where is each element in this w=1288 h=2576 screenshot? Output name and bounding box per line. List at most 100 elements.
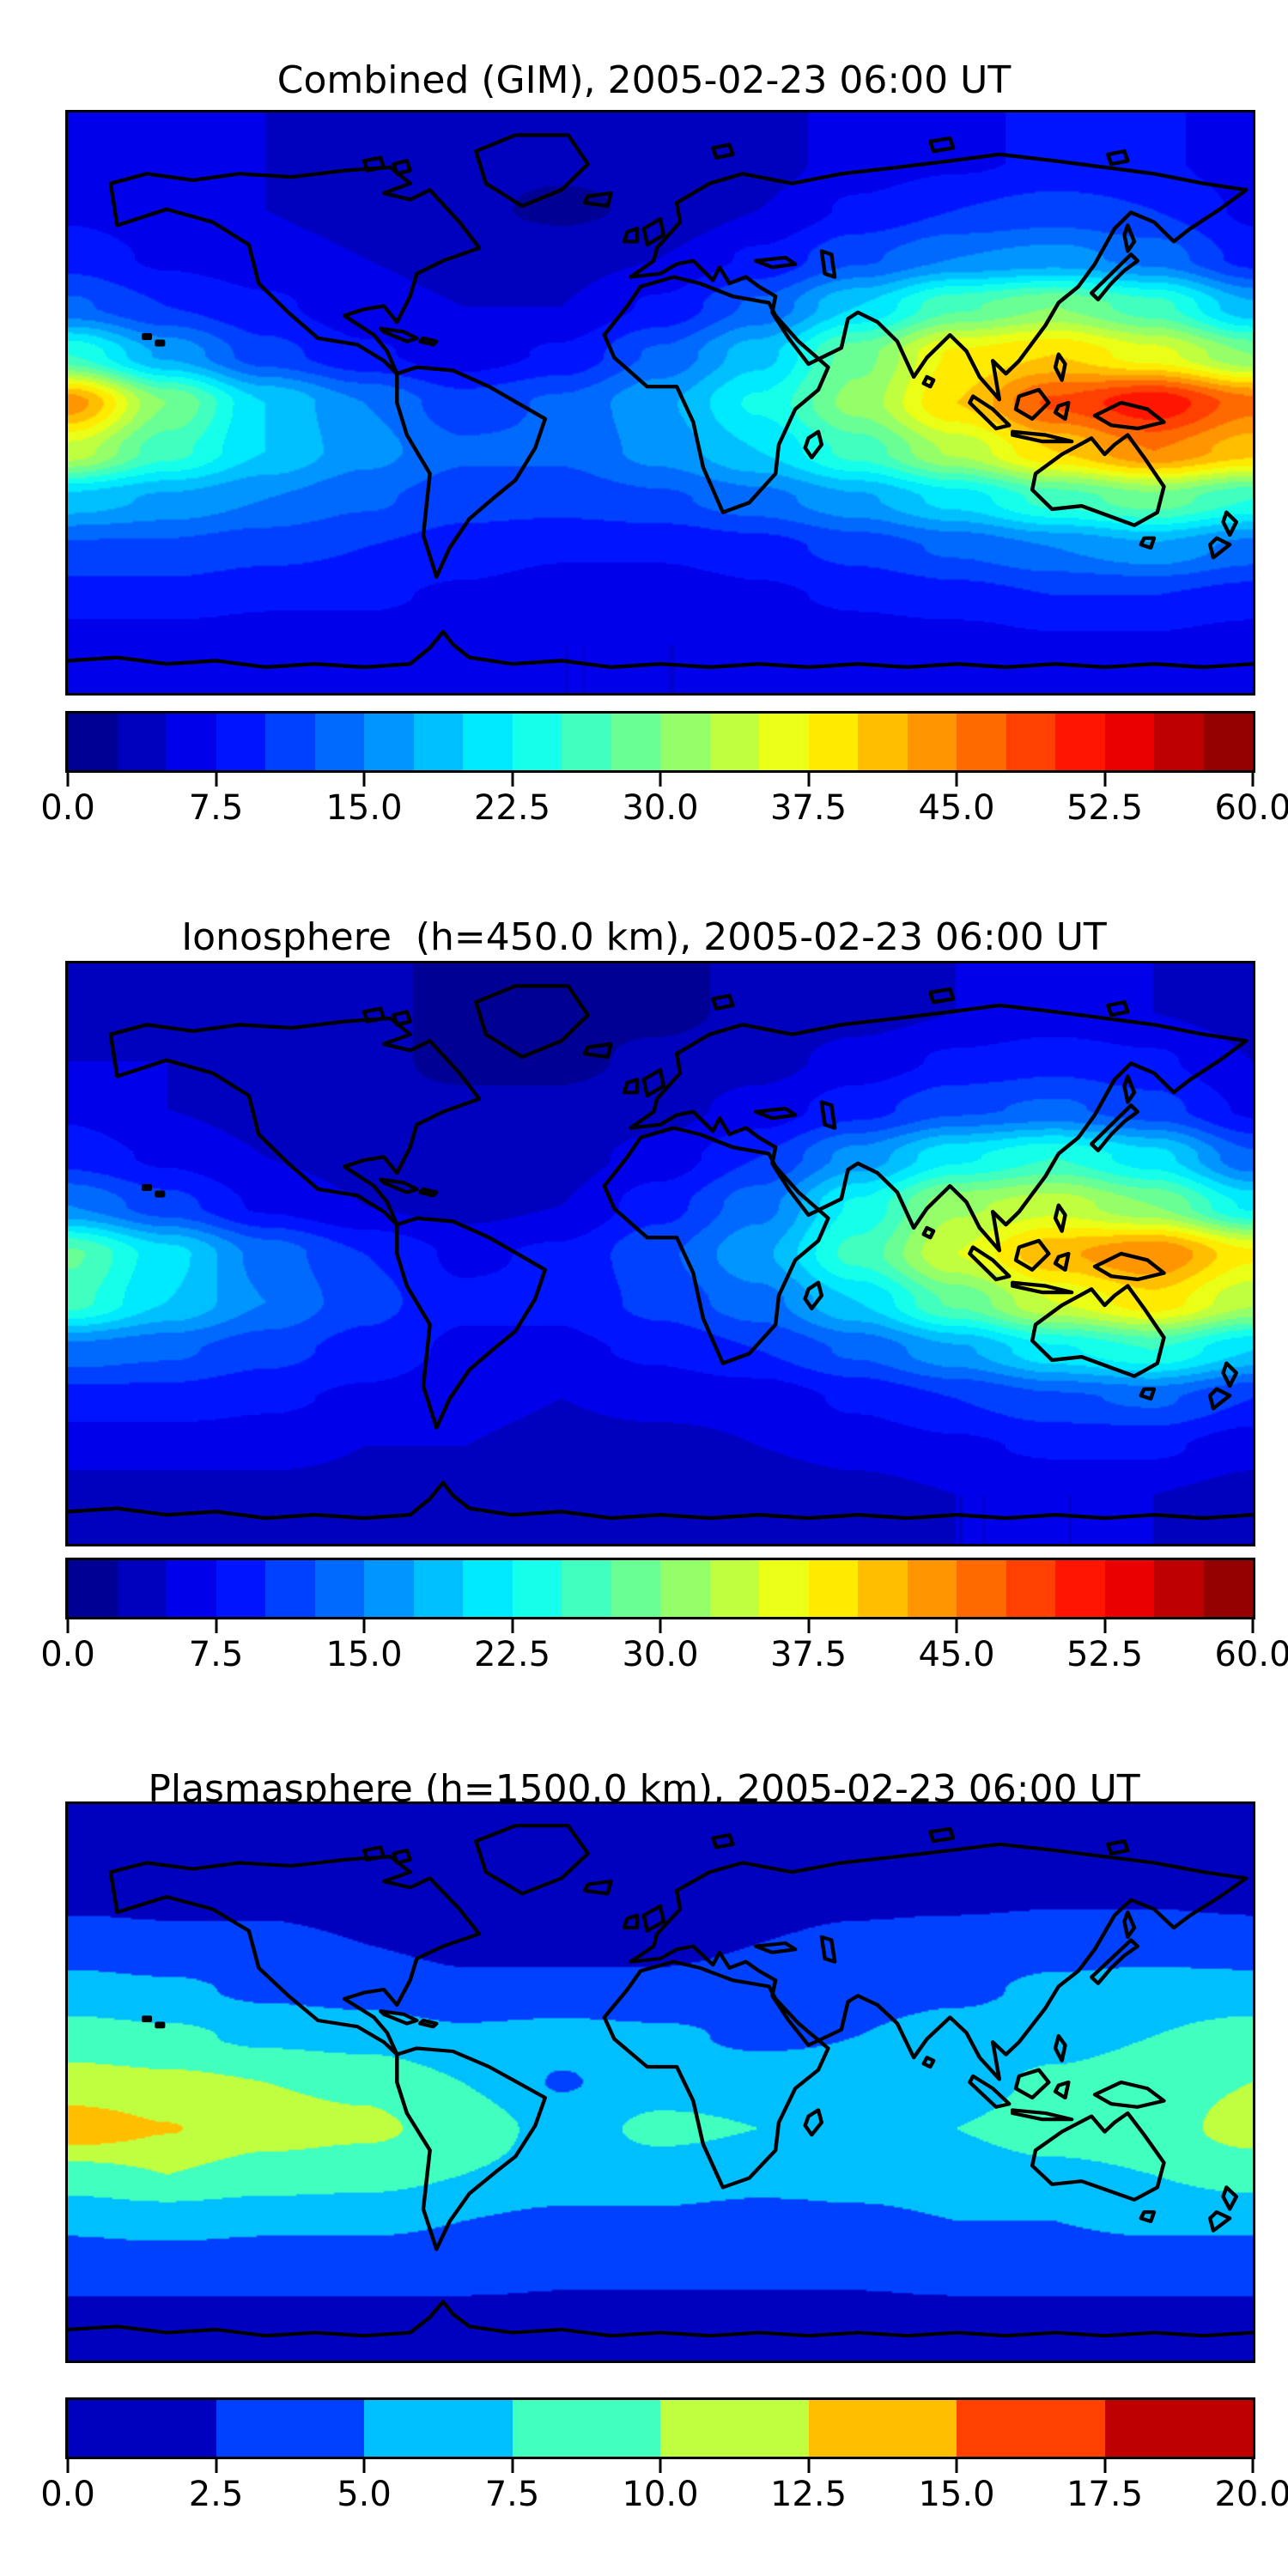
- coastlines-overlay-combined: [68, 133, 1253, 670]
- colorbar-tick-label: 30.0: [622, 1635, 699, 1674]
- colorbar-tick-label: 52.5: [1066, 1635, 1144, 1674]
- coastline-path: [392, 1010, 412, 1027]
- colorbar-tick-label: 5.0: [337, 2475, 392, 2514]
- colorbar-tick-mark: [362, 2459, 366, 2473]
- colorbar-tick-label: 45.0: [918, 788, 995, 828]
- tec-field-canvas-plasmasphere: [68, 1804, 1253, 2360]
- coastline-path: [1139, 1387, 1157, 1401]
- coastline-path: [68, 629, 1253, 670]
- coastline-path: [753, 255, 798, 270]
- coastline-path: [921, 374, 936, 389]
- coastline-path: [602, 1126, 830, 1365]
- colorbar-tick-mark: [659, 2459, 662, 2473]
- coastline-path: [622, 1078, 640, 1095]
- coastline-path: [1013, 387, 1051, 421]
- colorbar-tick-mark: [66, 773, 70, 787]
- colorbar-tick-mark: [807, 1619, 810, 1633]
- colorbar-tick-label: 17.5: [1066, 2475, 1144, 2514]
- colorbar-segment: [1055, 714, 1105, 770]
- colorbar-segment: [562, 1560, 611, 1617]
- coastline-path: [378, 1177, 419, 1194]
- coastline-path: [1089, 1938, 1140, 1985]
- colorbar-tick-mark: [955, 1619, 958, 1633]
- colorbar-ticks-ionosphere: [66, 1619, 1255, 1633]
- coastline-path: [803, 2108, 824, 2137]
- coastline-path: [1030, 2111, 1166, 2202]
- colorbar-segment: [216, 2400, 364, 2457]
- coastline-path: [629, 1842, 1249, 2081]
- coastline-path: [474, 133, 590, 209]
- coastline-path: [629, 1003, 1249, 1253]
- coastline-path: [1053, 352, 1067, 382]
- colorbar-tick-label: 0.0: [40, 788, 95, 828]
- colorbar-segment: [957, 714, 1006, 770]
- coastline-path: [819, 249, 837, 279]
- colorbar-segment: [808, 1560, 858, 1617]
- colorbar-segment: [364, 1560, 414, 1617]
- colorbar-segment: [68, 2400, 216, 2457]
- coastlines-overlay-plasmasphere: [68, 1824, 1253, 2338]
- coastline-path: [361, 155, 386, 173]
- colorbar-tick-mark: [1251, 1619, 1255, 1633]
- colorbar-plasmasphere: [65, 2397, 1255, 2459]
- coastline-path: [1089, 252, 1140, 301]
- colorbar-tick-mark: [955, 2459, 958, 2473]
- coastline-path: [68, 2300, 1253, 2338]
- coastline-path: [155, 339, 166, 347]
- colorbar-segment: [1005, 714, 1055, 770]
- colorbar-tick-label: 45.0: [918, 1635, 995, 1674]
- coastline-path: [378, 2009, 419, 2026]
- coastline-path: [1053, 2033, 1067, 2063]
- colorbar-tick-label: 37.5: [769, 788, 848, 828]
- coastline-path: [819, 1100, 837, 1130]
- coastline-path: [1207, 2210, 1232, 2233]
- coastline-path: [1122, 1074, 1137, 1104]
- colorbar-ticks-combined: [66, 773, 1255, 787]
- coastline-path: [753, 1941, 798, 1954]
- colorbar-tick-label: 20.0: [1214, 2475, 1288, 2514]
- coastline-path: [68, 1480, 1253, 1521]
- coastline-path: [155, 1190, 166, 1198]
- coastline-path: [155, 2021, 166, 2029]
- colorbar-tick-label: 60.0: [1214, 1635, 1288, 1674]
- colorbar-segment: [216, 714, 265, 770]
- colorbar-segment: [68, 1560, 118, 1617]
- coastline-path: [417, 336, 439, 347]
- colorbar-tick-label: 15.0: [325, 788, 403, 828]
- colorbar-segment: [1005, 1560, 1055, 1617]
- coastline-path: [629, 152, 1249, 402]
- coastline-path: [711, 143, 735, 160]
- coastline-path: [1207, 536, 1232, 560]
- colorbar-tick-label: 60.0: [1214, 788, 1288, 828]
- colorbar-segment: [265, 714, 315, 770]
- colorbar-segment: [1154, 1560, 1204, 1617]
- coastline-path: [1010, 2108, 1074, 2122]
- colorbar-tick-mark: [215, 773, 217, 787]
- colorbar-segment: [314, 1560, 364, 1617]
- coastline-path: [395, 1216, 548, 1430]
- colorbar-segment: [858, 1560, 908, 1617]
- colorbar-segment: [808, 714, 858, 770]
- colorbar-tick-label: 22.5: [473, 1635, 551, 1674]
- coastline-path: [921, 2056, 936, 2069]
- coastline-path: [968, 2074, 1012, 2109]
- colorbar-segment: [1104, 1560, 1154, 1617]
- coastline-path: [622, 227, 640, 244]
- colorbar-segment: [512, 714, 562, 770]
- colorbar-tick-labels-combined: 0.0 7.5 15.0 22.5 30.0 37.5 45.0 52.5 60.0: [40, 788, 1288, 829]
- colorbar-tick-mark: [215, 1619, 217, 1633]
- colorbar-segment: [364, 714, 414, 770]
- colorbar-segment: [1203, 714, 1253, 770]
- coastline-path: [141, 1183, 153, 1192]
- colorbar-segment: [413, 1560, 463, 1617]
- coastline-path: [1013, 2068, 1051, 2100]
- coastline-path: [1030, 433, 1166, 527]
- colorbar-ticks-plasmasphere: [66, 2459, 1255, 2473]
- coastline-path: [928, 987, 956, 1005]
- coastline-path: [582, 1042, 613, 1060]
- colorbar-segment: [413, 714, 463, 770]
- coastline-path: [1053, 400, 1071, 421]
- colorbar-tick-mark: [807, 2459, 810, 2473]
- panel-title-combined: Combined (GIM), 2005-02-23 06:00 UT: [276, 58, 1012, 102]
- coastline-path: [1139, 536, 1157, 550]
